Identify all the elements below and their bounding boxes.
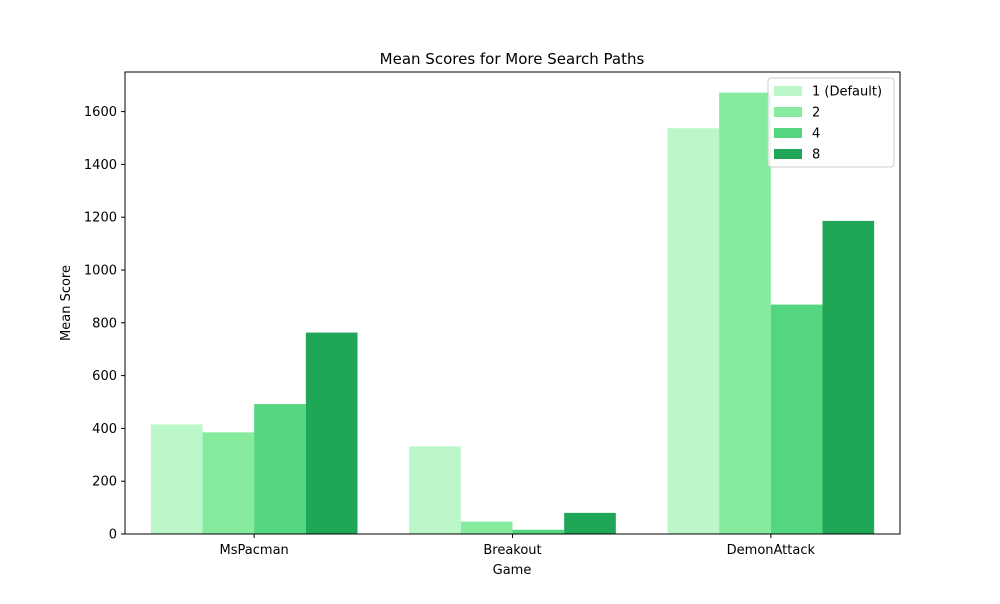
legend-label: 8 [812, 148, 820, 163]
bar [254, 404, 306, 534]
y-tick-label: 600 [92, 369, 117, 384]
y-tick-label: 400 [92, 422, 117, 437]
x-axis-label: Game [493, 563, 532, 578]
legend-swatch [774, 86, 802, 96]
legend-label: 4 [812, 127, 820, 142]
bar [460, 521, 513, 534]
bar [512, 529, 565, 534]
y-tick-label: 1000 [84, 264, 117, 279]
axes-layer: 0 200 400 600 800 1000 1200 1400 1600 MsPacman Bre… [84, 71, 901, 558]
y-tick-label: 800 [92, 316, 117, 331]
bar [305, 332, 358, 534]
y-tick-label: 200 [92, 475, 117, 490]
legend-label: 2 [812, 106, 820, 121]
y-axis-label: Mean Score [59, 265, 74, 341]
legend: 1 (Default) 2 4 8 [767, 77, 895, 168]
bar [564, 512, 616, 534]
bar [202, 432, 255, 534]
y-tick-label: 1600 [84, 105, 117, 120]
chart-title: Mean Scores for More Search Paths [380, 50, 645, 68]
x-tick-label: MsPacman [220, 543, 289, 558]
legend-label: 1 (Default) [812, 85, 882, 100]
y-tick-label: 0 [109, 528, 117, 543]
legend-swatch [774, 149, 802, 159]
bar [409, 446, 461, 534]
x-tick-label: Breakout [483, 543, 541, 558]
legend-swatch [774, 128, 802, 138]
bar [150, 424, 203, 534]
y-tick-label: 1400 [84, 158, 117, 173]
bar [667, 128, 720, 534]
legend-frame [767, 77, 895, 168]
bar [719, 92, 771, 534]
bars-layer [150, 92, 875, 534]
legend-swatch [774, 107, 802, 117]
bar [770, 304, 823, 534]
x-tick-label: DemonAttack [727, 543, 816, 558]
y-tick-label: 1200 [84, 211, 117, 226]
bar [822, 220, 875, 534]
